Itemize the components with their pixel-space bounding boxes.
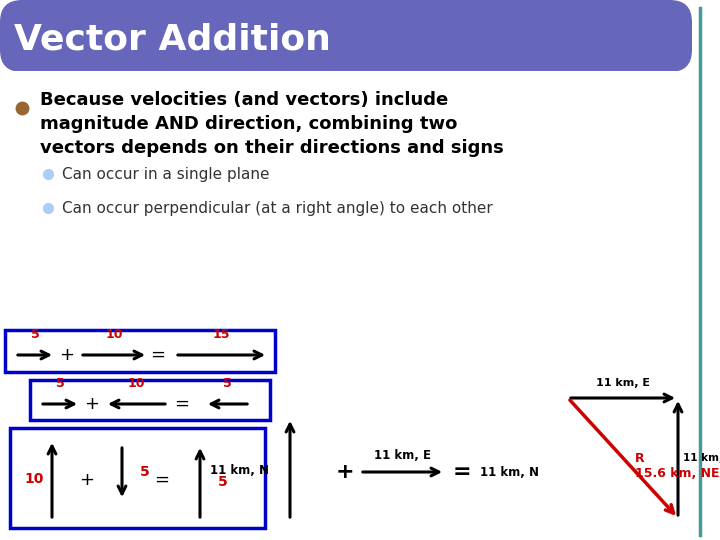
Text: =: = <box>155 471 169 489</box>
Text: 5: 5 <box>218 475 228 489</box>
Text: +: + <box>79 471 94 489</box>
FancyBboxPatch shape <box>0 0 692 72</box>
Text: =: = <box>174 395 189 413</box>
Bar <box>10 428 265 528</box>
Text: +: + <box>60 346 74 364</box>
Text: 5: 5 <box>140 465 150 479</box>
Text: Can occur in a single plane: Can occur in a single plane <box>62 166 269 181</box>
Text: R
15.6 km, NE: R 15.6 km, NE <box>635 452 719 480</box>
Text: 11 km, E: 11 km, E <box>374 449 431 462</box>
Text: +: + <box>336 462 354 482</box>
Text: 15: 15 <box>212 328 230 341</box>
Text: 11 km, N: 11 km, N <box>480 465 539 478</box>
Text: +: + <box>84 395 99 413</box>
Text: Vector Addition: Vector Addition <box>14 23 331 57</box>
Text: 5: 5 <box>223 377 232 390</box>
Text: 5: 5 <box>31 328 40 341</box>
Text: Because velocities (and vectors) include: Because velocities (and vectors) include <box>40 91 449 109</box>
Text: 10: 10 <box>105 328 122 341</box>
Bar <box>30 380 270 420</box>
Text: 5: 5 <box>55 377 64 390</box>
Text: 10: 10 <box>127 377 145 390</box>
Text: magnitude AND direction, combining two: magnitude AND direction, combining two <box>40 115 457 133</box>
Text: =: = <box>150 346 166 364</box>
Text: =: = <box>453 462 472 482</box>
Text: 11 km, N: 11 km, N <box>210 463 269 476</box>
Bar <box>5 330 275 372</box>
Text: 11 km, N: 11 km, N <box>683 453 720 463</box>
Text: vectors depends on their directions and signs: vectors depends on their directions and … <box>40 139 504 157</box>
Text: 10: 10 <box>24 472 44 486</box>
Text: 11 km, E: 11 km, E <box>596 378 650 388</box>
Text: Can occur perpendicular (at a right angle) to each other: Can occur perpendicular (at a right angl… <box>62 200 492 215</box>
